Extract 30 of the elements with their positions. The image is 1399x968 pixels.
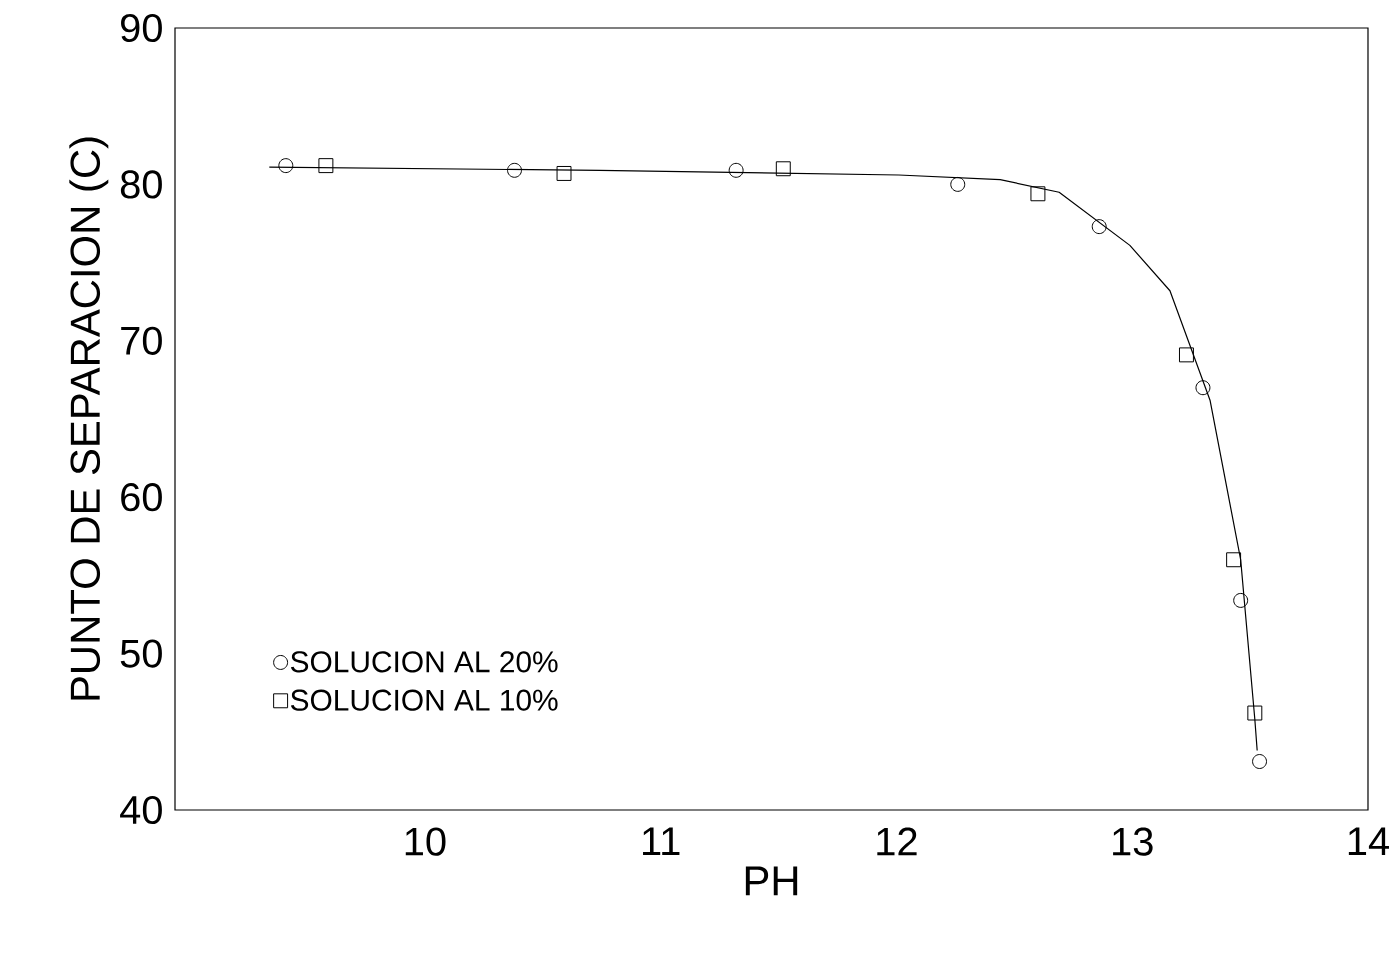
point bbox=[318, 158, 334, 174]
point bbox=[1091, 219, 1107, 235]
point bbox=[1233, 592, 1249, 608]
point bbox=[1226, 552, 1242, 568]
point bbox=[1195, 380, 1211, 396]
y-tick-label: 80 bbox=[120, 170, 162, 199]
x-axis-title: PH bbox=[745, 866, 798, 896]
point bbox=[556, 165, 572, 181]
point bbox=[1247, 705, 1263, 721]
y-tick-label: 60 bbox=[121, 483, 162, 512]
point bbox=[1030, 186, 1046, 202]
point bbox=[1252, 754, 1268, 769]
y-tick-label: 90 bbox=[121, 13, 162, 43]
x-tick-label: 13 bbox=[1113, 827, 1153, 856]
point bbox=[1178, 347, 1194, 363]
x-tick-label: 10 bbox=[405, 827, 446, 856]
point bbox=[950, 176, 966, 192]
legend-label: SOLUCION AL 20% bbox=[290, 651, 558, 673]
y-tick-label: 50 bbox=[120, 639, 162, 668]
y-tick-label: 70 bbox=[121, 326, 162, 355]
x-tick-label: 11 bbox=[643, 827, 680, 855]
legend-label: SOLUCION AL 10% bbox=[290, 689, 558, 711]
x-tick-label: 14 bbox=[1348, 827, 1389, 855]
point bbox=[278, 158, 294, 174]
y-tick-label: 40 bbox=[120, 795, 162, 825]
point bbox=[775, 161, 791, 177]
y-axis-title: PUNTO DE SEPARACION (C) bbox=[69, 137, 109, 700]
point bbox=[728, 162, 744, 178]
x-tick-label: 12 bbox=[877, 827, 917, 856]
point bbox=[507, 162, 522, 178]
